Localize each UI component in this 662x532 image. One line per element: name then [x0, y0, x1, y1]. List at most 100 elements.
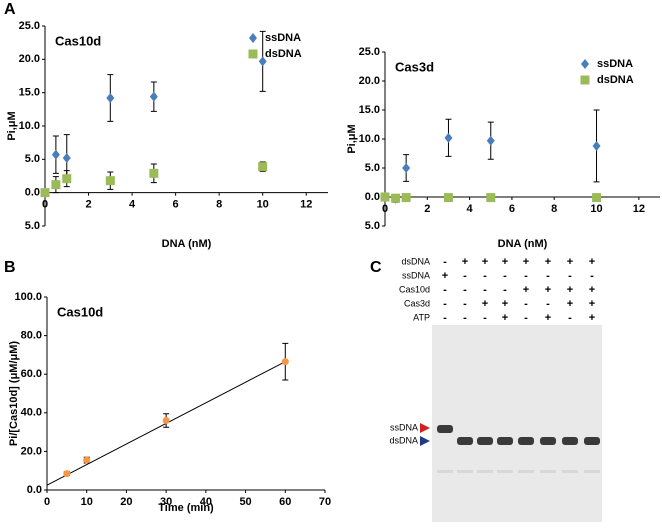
marker: [62, 153, 71, 163]
gel-cell: +: [482, 298, 488, 310]
y-tick-label: 25.0: [19, 20, 40, 32]
arrow: [420, 436, 430, 446]
gel-cell: -: [483, 312, 487, 324]
marker: [149, 168, 159, 178]
panel-label: C: [370, 259, 382, 276]
legend-marker: [580, 75, 590, 85]
x-tick-label: 4: [129, 199, 136, 211]
gel-band: [562, 437, 578, 445]
gel-band: [457, 437, 473, 445]
y-tick-label: 20.0: [21, 445, 42, 457]
legend-label: ssDNA: [265, 32, 301, 44]
gel-cell: +: [482, 256, 488, 268]
gel-cell: +: [567, 256, 573, 268]
x-tick-label: 2: [85, 199, 91, 211]
marker: [51, 180, 61, 190]
marker: [391, 193, 401, 203]
marker: [281, 358, 289, 366]
marker: [486, 193, 496, 203]
gel-smear: [497, 470, 513, 473]
y-axis-label: Pi,μM: [346, 124, 358, 153]
marker: [106, 93, 115, 103]
gel-cell: -: [568, 312, 572, 324]
gel-row-label: ATP: [413, 312, 430, 322]
marker: [401, 193, 411, 203]
gel-band: [497, 437, 513, 445]
gel-cell: -: [524, 298, 528, 310]
y-tick-label: 20.0: [359, 75, 380, 87]
gel-band: [540, 437, 556, 445]
gel-cell: +: [502, 256, 508, 268]
x-tick-label: 0: [42, 199, 48, 211]
gel-cell: -: [503, 270, 507, 282]
gel-band: [518, 437, 534, 445]
gel-cell: -: [590, 270, 594, 282]
gel-cell: -: [483, 270, 487, 282]
y-tick-label: 80.0: [21, 330, 42, 342]
gel-smear: [584, 470, 600, 473]
y-tick-label: 5.0: [25, 220, 40, 232]
gel-cell: -: [463, 284, 467, 296]
marker: [105, 176, 115, 186]
panel-label: B: [4, 259, 16, 276]
gel-image: [432, 325, 602, 522]
x-tick-label: 12: [300, 199, 312, 211]
marker: [149, 91, 158, 102]
marker: [63, 470, 71, 478]
marker: [380, 192, 390, 202]
x-tick-label: 6: [173, 199, 179, 211]
y-axis-label: Pi,μM: [6, 111, 18, 140]
marker: [162, 417, 170, 425]
gel-smear: [518, 470, 534, 473]
x-tick-label: 30: [160, 496, 172, 508]
gel-cell: -: [546, 270, 550, 282]
gel-row-label: Cas3d: [404, 298, 430, 308]
legend-label: ssDNA: [597, 58, 633, 70]
y-tick-label: 0.0: [365, 191, 380, 203]
gel-cell: +: [589, 298, 595, 310]
arrow: [420, 423, 430, 433]
marker: [402, 163, 411, 173]
legend-label: dsDNA: [265, 48, 302, 60]
gel-smear: [540, 470, 556, 473]
x-tick-label: 2: [424, 203, 430, 215]
y-tick-label: 100.0: [14, 291, 42, 303]
gel-band: [477, 437, 493, 445]
marker: [258, 162, 268, 172]
gel-smear: [562, 470, 578, 473]
gel-cell: -: [443, 298, 447, 310]
legend-marker: [248, 49, 258, 59]
x-tick-label: 12: [633, 203, 645, 215]
y-tick-label: 10.0: [359, 133, 380, 145]
x-axis-label: Time (min): [158, 502, 214, 514]
y-tick-label: 60.0: [21, 368, 42, 380]
x-tick-label: 0: [44, 496, 50, 508]
marker: [51, 149, 60, 160]
y-tick-label: 15.0: [359, 104, 380, 116]
legend-marker: [249, 33, 257, 43]
y-tick-label: 10.0: [19, 120, 40, 132]
y-axis-label: Pi/[Cas10d] (μM/μM): [8, 341, 20, 446]
gel-smear: [437, 470, 453, 473]
x-tick-label: 10: [257, 199, 269, 211]
title: Cas10d: [55, 33, 101, 48]
y-tick-label: 0.0: [25, 187, 40, 199]
gel-cell: -: [524, 312, 528, 324]
x-tick-label: 0: [382, 203, 388, 215]
marker: [444, 132, 453, 143]
x-tick-label: 20: [120, 496, 132, 508]
gel-cell: +: [567, 298, 573, 310]
gel-cell: -: [443, 312, 447, 324]
gel-cell: +: [523, 256, 529, 268]
x-tick-label: 4: [467, 203, 474, 215]
y-tick-label: 5.0: [365, 220, 380, 232]
legend-label: dsDNA: [597, 74, 634, 86]
gel-cell: +: [545, 312, 551, 324]
x-tick-label: 60: [279, 496, 291, 508]
y-tick-label: 0.0: [27, 484, 42, 496]
x-tick-label: 6: [509, 203, 515, 215]
gel-cell: -: [463, 298, 467, 310]
gel-marker-label: dsDNA: [389, 435, 418, 445]
x-axis-label: DNA (nM): [162, 238, 212, 250]
x-tick-label: 10: [590, 203, 602, 215]
